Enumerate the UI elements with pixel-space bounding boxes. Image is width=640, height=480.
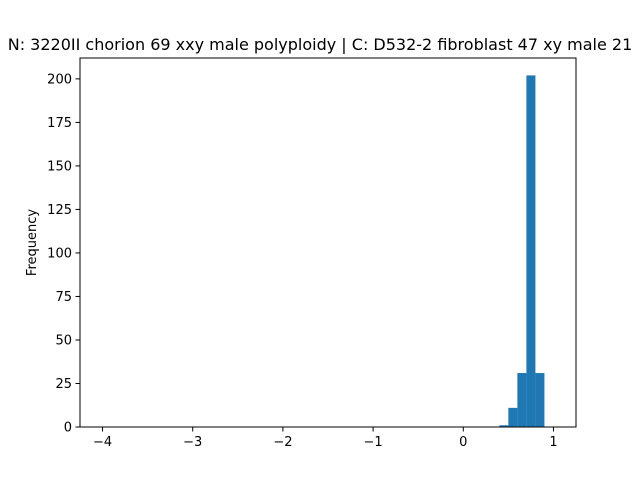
y-tick-label-6: 150 xyxy=(47,159,72,174)
histogram-bar-2 xyxy=(517,373,527,427)
x-tick-label-4: 0 xyxy=(459,435,467,450)
histogram-bar-3 xyxy=(526,75,536,427)
y-tick-label-3: 75 xyxy=(55,290,72,305)
x-tick-label-1: −3 xyxy=(183,435,202,450)
x-tick-label-0: −4 xyxy=(93,435,112,450)
histogram-bar-0 xyxy=(499,425,509,427)
y-tick-label-1: 25 xyxy=(55,377,72,392)
bars-group xyxy=(499,75,545,427)
y-axis-label: Frequency xyxy=(25,209,40,276)
x-axis: −4 −3 −2 −1 0 1 xyxy=(93,427,558,450)
y-tick-label-5: 125 xyxy=(47,203,72,218)
y-tick-label-4: 100 xyxy=(47,246,72,261)
x-tick-label-3: −1 xyxy=(364,435,383,450)
chart-title: N: 3220II chorion 69 xxy male polyploidy… xyxy=(8,35,633,54)
x-tick-label-2: −2 xyxy=(273,435,292,450)
y-tick-label-0: 0 xyxy=(64,421,72,436)
y-axis: 0 25 50 75 100 125 150 175 200 xyxy=(47,72,80,436)
y-tick-label-7: 175 xyxy=(47,116,72,131)
plot-frame xyxy=(79,57,577,428)
histogram-bar-4 xyxy=(535,373,545,427)
x-tick-label-5: 1 xyxy=(549,435,557,450)
histogram-bar-1 xyxy=(508,407,518,427)
y-tick-label-8: 200 xyxy=(47,72,72,87)
y-tick-label-2: 50 xyxy=(55,333,72,348)
